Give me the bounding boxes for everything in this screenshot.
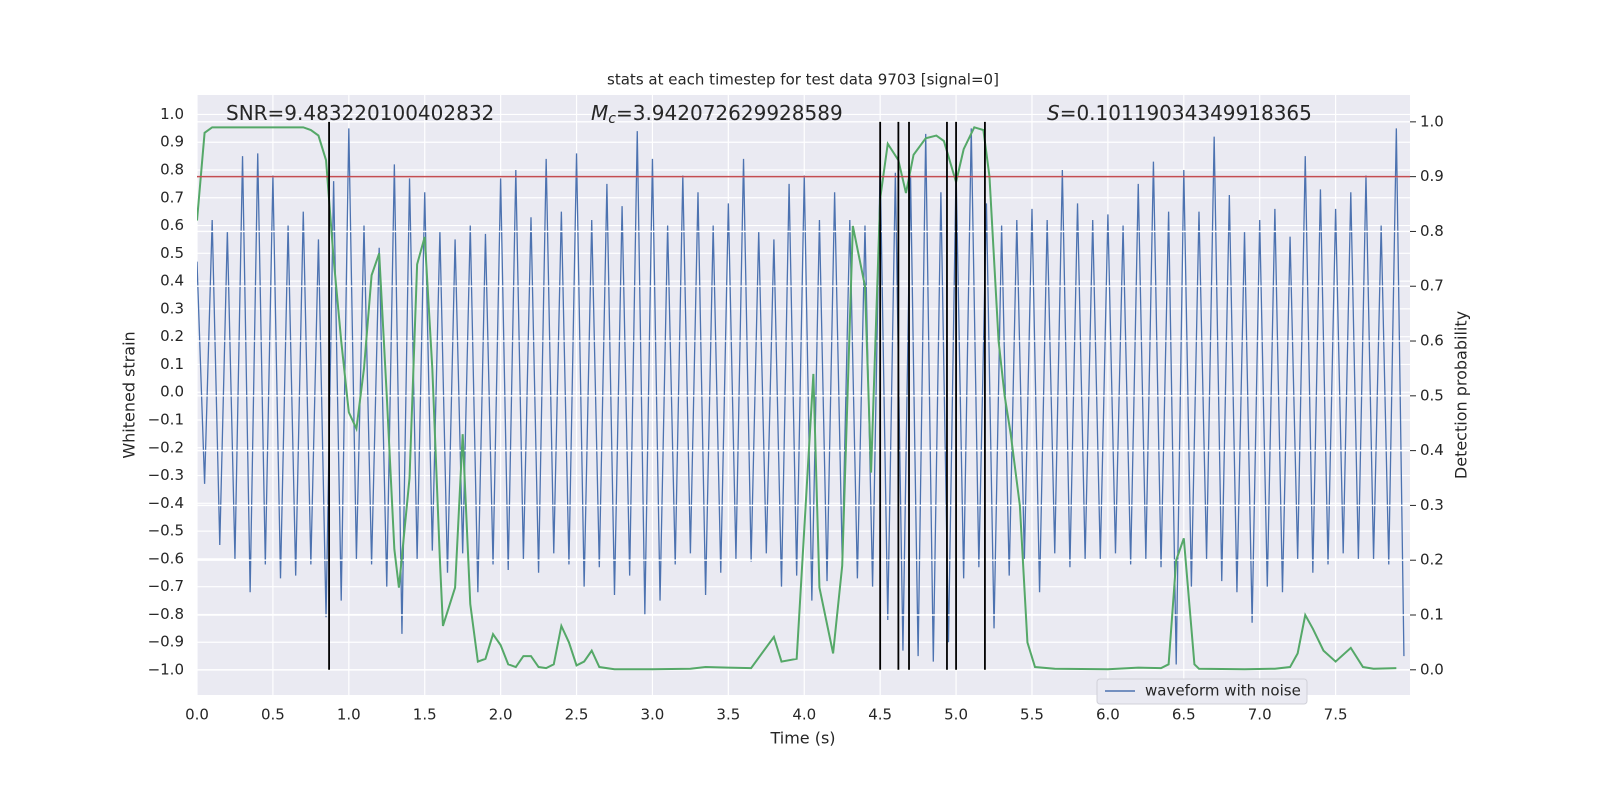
- annotation-symbol: M: [591, 101, 608, 125]
- y2-axis-label: Detection probability: [1452, 311, 1471, 479]
- series-line: [197, 126, 1397, 671]
- x-tick-label: 0.5: [261, 706, 285, 724]
- x-tick-label: 6.0: [1096, 706, 1120, 724]
- annotation-subscript: c: [608, 111, 616, 127]
- x-axis-label: Time (s): [769, 729, 835, 748]
- y2-tick-label: 0.8: [1420, 222, 1444, 240]
- y2-tick-label: 1.0: [1420, 112, 1444, 130]
- annotation-text: =0.10119034349918365: [1060, 101, 1312, 125]
- y2-tick-label: 0.7: [1420, 277, 1444, 295]
- y2-tick-label: 0.9: [1420, 167, 1444, 185]
- y2-tick-label: 0.1: [1420, 606, 1444, 624]
- annotation: SNR=9.483220100402832: [226, 101, 494, 125]
- y2-tick-label: 0.0: [1420, 660, 1444, 678]
- annotation: S=0.10119034349918365: [1047, 101, 1312, 125]
- y2-tick-label: 0.6: [1420, 332, 1444, 350]
- x-tick-label: 6.5: [1172, 706, 1196, 724]
- y-tick-label: 0.3: [160, 299, 184, 317]
- x-tick-label: 7.5: [1324, 706, 1348, 724]
- x-tick-label: 2.0: [489, 706, 513, 724]
- x-tick-label: 2.5: [565, 706, 589, 724]
- annotation-symbol: S: [1047, 101, 1060, 125]
- y-tick-label: 0.7: [160, 188, 184, 206]
- y-tick-label: −0.7: [148, 577, 184, 595]
- x-tick-label: 1.5: [413, 706, 437, 724]
- y-tick-label: 0.6: [160, 216, 184, 234]
- y-tick-label: −0.9: [148, 633, 184, 651]
- series-line: [197, 128, 1405, 665]
- x-tick-label: 1.0: [337, 706, 361, 724]
- y2-tick-label: 0.5: [1420, 386, 1444, 404]
- y-tick-label: 0.8: [160, 161, 184, 179]
- y-axis-label: Whitened strain: [120, 331, 139, 458]
- annotation-text: SNR=9.483220100402832: [226, 101, 494, 125]
- legend: waveform with noise: [1096, 678, 1308, 705]
- y-tick-label: −0.4: [148, 494, 184, 512]
- annotation: Mc=3.942072629928589: [591, 101, 843, 128]
- y-tick-label: 1.0: [160, 105, 184, 123]
- annotation-text: =3.942072629928589: [616, 101, 843, 125]
- y-tick-label: 0.4: [160, 272, 184, 290]
- y2-tick-label: 0.4: [1420, 441, 1444, 459]
- x-tick-label: 4.5: [868, 706, 892, 724]
- y-tick-label: −0.8: [148, 605, 184, 623]
- x-tick-label: 3.5: [716, 706, 740, 724]
- y-tick-label: 0.0: [160, 383, 184, 401]
- y-tick-label: 0.5: [160, 244, 184, 262]
- x-tick-label: 5.5: [1020, 706, 1044, 724]
- x-tick-label: 7.0: [1248, 706, 1272, 724]
- x-tick-label: 4.0: [792, 706, 816, 724]
- legend-label: waveform with noise: [1145, 682, 1301, 700]
- y-tick-label: 0.1: [160, 355, 184, 373]
- y-tick-label: −0.2: [148, 438, 184, 456]
- y-tick-label: −0.1: [148, 411, 184, 429]
- y-tick-label: −0.6: [148, 549, 184, 567]
- x-tick-label: 5.0: [944, 706, 968, 724]
- y-tick-label: −1.0: [148, 661, 184, 679]
- y-tick-label: −0.5: [148, 522, 184, 540]
- legend-box: [1096, 678, 1308, 705]
- y-tick-label: 0.2: [160, 327, 184, 345]
- y2-tick-label: 0.2: [1420, 551, 1444, 569]
- x-tick-label: 3.0: [641, 706, 665, 724]
- y2-tick-label: 0.3: [1420, 496, 1444, 514]
- y-tick-label: −0.3: [148, 466, 184, 484]
- x-tick-label: 0.0: [185, 706, 209, 724]
- chart-title: stats at each timestep for test data 970…: [607, 71, 999, 89]
- y-tick-label: 0.9: [160, 133, 184, 151]
